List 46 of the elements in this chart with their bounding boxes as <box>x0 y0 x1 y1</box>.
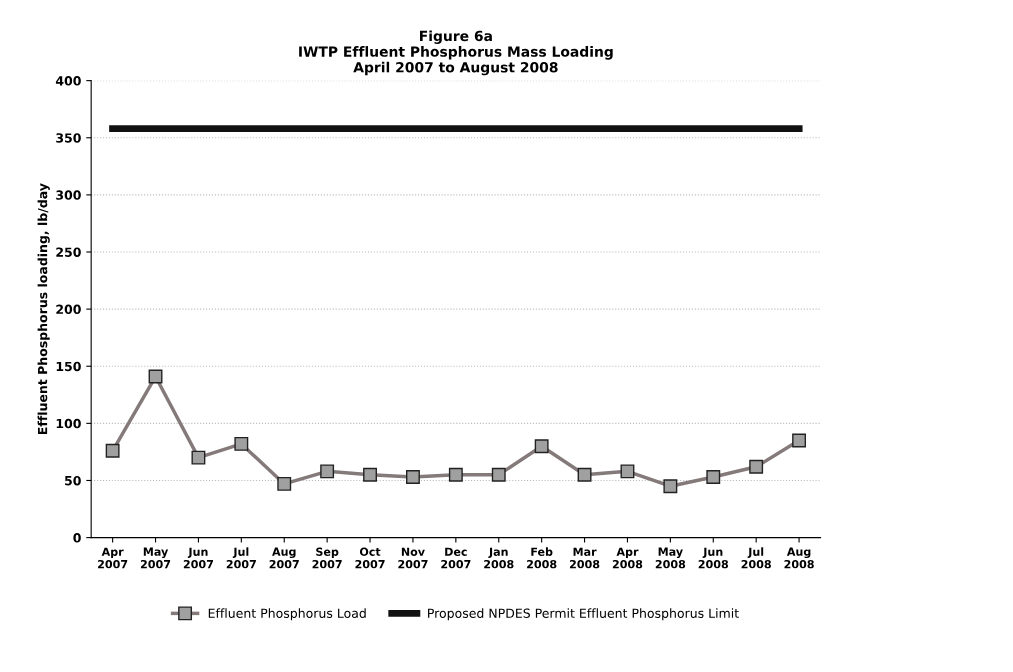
y-tick-label: 300 <box>56 190 81 200</box>
point <box>320 464 335 479</box>
x-tick-label: Jun 2007 <box>183 547 214 569</box>
point <box>534 439 549 454</box>
point <box>663 479 678 494</box>
x-tick-label: Nov 2007 <box>398 547 428 569</box>
legend-label: Effluent Phosphorus Load <box>208 608 366 621</box>
point <box>706 470 721 484</box>
point <box>749 459 764 474</box>
point <box>363 467 377 482</box>
point <box>620 464 635 479</box>
point <box>191 450 206 465</box>
point <box>105 443 120 458</box>
point <box>792 433 807 448</box>
x-tick-label: Mar 2008 <box>569 547 600 569</box>
x-tick-label: Jun 2008 <box>698 547 729 569</box>
point <box>277 476 292 491</box>
point <box>577 467 592 482</box>
x-tick-label: Oct 2007 <box>355 547 385 569</box>
x-tick-label: Apr 2007 <box>98 547 128 569</box>
x-tick-label: Feb 2008 <box>527 547 557 569</box>
point <box>491 467 506 482</box>
y-tick-label: 400 <box>55 76 81 86</box>
x-tick-label: Jul 2007 <box>226 547 256 569</box>
x-tick-label: May 2008 <box>655 547 686 569</box>
y-tick-label: 250 <box>56 247 81 257</box>
x-tick-label: Jul 2008 <box>741 547 771 569</box>
legend-label: Proposed NPDES Permit Effluent Phosphorus Limit <box>428 608 739 621</box>
y-tick-label: 350 <box>56 133 81 143</box>
y-tick-label: 0 <box>73 533 81 543</box>
y-tick-label: 200 <box>56 304 81 315</box>
x-tick-label: Dec 2007 <box>441 547 471 569</box>
x-tick-label: May 2007 <box>140 547 171 569</box>
y-tick-label: 50 <box>65 475 81 486</box>
point <box>406 470 420 484</box>
chart-title: Figure 6a IWTP Effluent Phosphorus Mass Loading April 2007 to August 2008 <box>299 30 613 76</box>
point <box>448 467 463 482</box>
y-tick-label: 150 <box>56 361 81 372</box>
x-tick-label: Apr 2008 <box>612 547 643 569</box>
x-tick-label: Aug 2007 <box>269 547 299 569</box>
y-tick-label: 100 <box>56 418 81 429</box>
x-tick-label: Aug 2008 <box>784 547 814 569</box>
point <box>234 436 249 451</box>
x-tick-label: Sep 2007 <box>312 547 342 569</box>
y-axis-title: Effluent Phosphorus loading, lb/day <box>37 183 50 435</box>
x-tick-label: Jan 2008 <box>484 547 514 569</box>
